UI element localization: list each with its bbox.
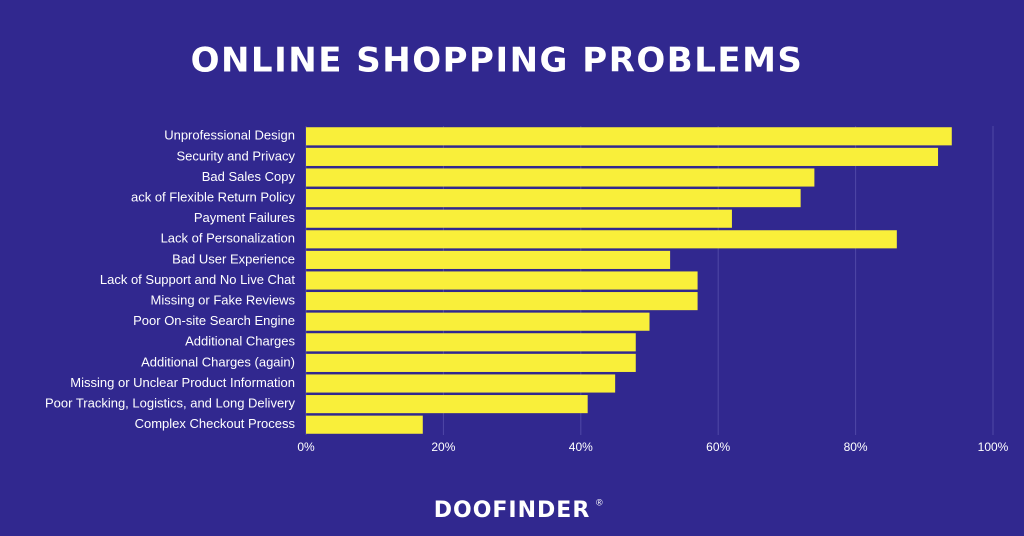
bar [306,147,939,166]
bar [306,271,698,290]
bar [306,168,815,187]
y-tick-label: ack of Flexible Return Policy [131,190,296,205]
y-tick-label: Lack of Support and No Live Chat [100,272,296,287]
brand-mark: ® [596,497,603,507]
x-tick-label: 100% [978,440,1009,454]
bar [306,250,671,269]
bar [306,415,423,434]
x-tick-label: 20% [431,440,455,454]
bar [306,395,588,414]
x-tick-label: 80% [844,440,868,454]
y-tick-label: Additional Charges (again) [141,354,295,369]
x-tick-label: 40% [569,440,593,454]
y-tick-label: Bad User Experience [172,251,295,266]
brand-logo: DOOFINDER [434,498,591,523]
y-tick-label: Payment Failures [194,210,296,225]
y-tick-label: Security and Privacy [177,148,296,163]
x-tick-label: 60% [706,440,730,454]
y-tick-label: Bad Sales Copy [202,169,296,184]
y-tick-label: Lack of Personalization [161,231,295,246]
bar [306,189,801,208]
bar [306,292,698,311]
y-tick-label: Poor On-site Search Engine [133,313,295,328]
y-tick-label: Poor Tracking, Logistics, and Long Deliv… [45,396,296,411]
bar [306,230,897,249]
bar [306,353,636,372]
bar [306,312,650,331]
y-tick-label: Missing or Unclear Product Information [70,375,295,390]
y-tick-label: Complex Checkout Process [135,416,296,431]
y-tick-label: Additional Charges [185,334,295,349]
y-tick-label: Unprofessional Design [164,128,295,143]
bar [306,209,732,228]
x-tick-label: 0% [297,440,315,454]
bar [306,127,952,146]
y-tick-label: Missing or Fake Reviews [151,293,296,308]
bar [306,333,636,352]
chart-title: ONLINE SHOPPING PROBLEMS [191,41,804,81]
bar [306,374,616,393]
